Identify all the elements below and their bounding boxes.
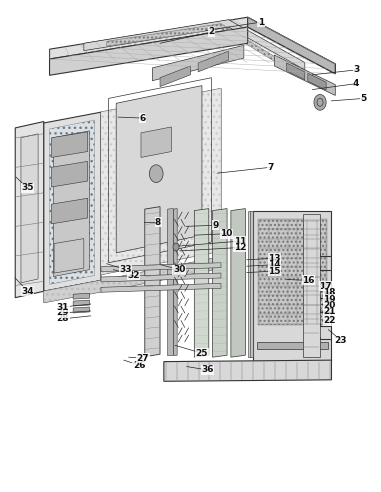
Text: 35: 35 [21,184,34,192]
Polygon shape [101,273,221,282]
Text: 20: 20 [323,301,336,310]
Polygon shape [168,209,173,356]
Text: 25: 25 [196,349,208,358]
Text: 14: 14 [268,260,281,269]
Polygon shape [73,300,90,306]
Polygon shape [274,55,335,95]
Text: 27: 27 [136,354,149,363]
Polygon shape [50,27,248,75]
Polygon shape [107,24,282,66]
Text: 23: 23 [335,336,347,345]
Text: 18: 18 [323,288,336,297]
Text: 3: 3 [353,65,359,74]
Polygon shape [51,132,88,157]
Text: 1: 1 [258,18,264,27]
Text: 5: 5 [361,94,367,103]
Circle shape [173,243,179,251]
Polygon shape [308,73,326,90]
Polygon shape [174,209,177,356]
Polygon shape [213,209,227,357]
Polygon shape [44,257,221,303]
Text: 15: 15 [268,267,280,276]
Text: 31: 31 [57,303,69,311]
Polygon shape [84,20,305,70]
Text: 33: 33 [120,265,132,274]
Text: 11: 11 [234,237,246,246]
Text: 29: 29 [56,308,69,317]
Polygon shape [51,198,88,224]
Text: 19: 19 [323,295,336,304]
Polygon shape [53,131,90,277]
Polygon shape [21,134,38,283]
Text: 6: 6 [140,114,146,123]
Polygon shape [15,122,44,298]
Polygon shape [145,207,160,357]
Polygon shape [51,161,88,187]
Polygon shape [160,66,190,87]
Polygon shape [141,127,171,157]
Polygon shape [257,342,328,349]
Text: 21: 21 [323,308,336,316]
Text: 7: 7 [267,163,274,172]
Polygon shape [194,209,209,357]
Polygon shape [73,293,90,299]
Polygon shape [50,120,94,284]
Text: 28: 28 [57,314,69,323]
Circle shape [314,94,326,110]
Text: 2: 2 [208,28,215,36]
Text: 12: 12 [234,243,246,252]
Text: 34: 34 [21,287,34,296]
Polygon shape [287,63,305,80]
Circle shape [317,98,323,106]
Polygon shape [101,89,221,275]
Text: 10: 10 [221,229,233,238]
Text: 8: 8 [155,218,161,227]
Polygon shape [231,209,245,357]
Polygon shape [44,112,101,291]
Text: 13: 13 [268,254,280,263]
Polygon shape [101,89,221,275]
Text: 26: 26 [133,361,145,369]
Text: 30: 30 [173,265,185,274]
Polygon shape [152,45,244,81]
Polygon shape [303,214,320,357]
Text: 9: 9 [212,221,218,230]
Polygon shape [101,263,221,272]
Polygon shape [248,211,251,357]
Polygon shape [73,307,90,313]
Polygon shape [50,17,335,74]
Polygon shape [54,239,84,273]
Polygon shape [101,283,221,292]
Text: 16: 16 [303,276,315,285]
Polygon shape [44,257,221,303]
Polygon shape [116,86,202,253]
Polygon shape [248,17,335,74]
Text: 36: 36 [202,366,214,374]
Text: 4: 4 [353,79,359,88]
Circle shape [149,165,163,183]
Polygon shape [250,211,253,357]
Polygon shape [253,211,331,362]
Text: 22: 22 [323,316,336,325]
Text: 17: 17 [319,282,332,291]
Text: 32: 32 [127,271,139,280]
Polygon shape [164,360,331,381]
Polygon shape [258,219,327,325]
Polygon shape [198,51,229,72]
